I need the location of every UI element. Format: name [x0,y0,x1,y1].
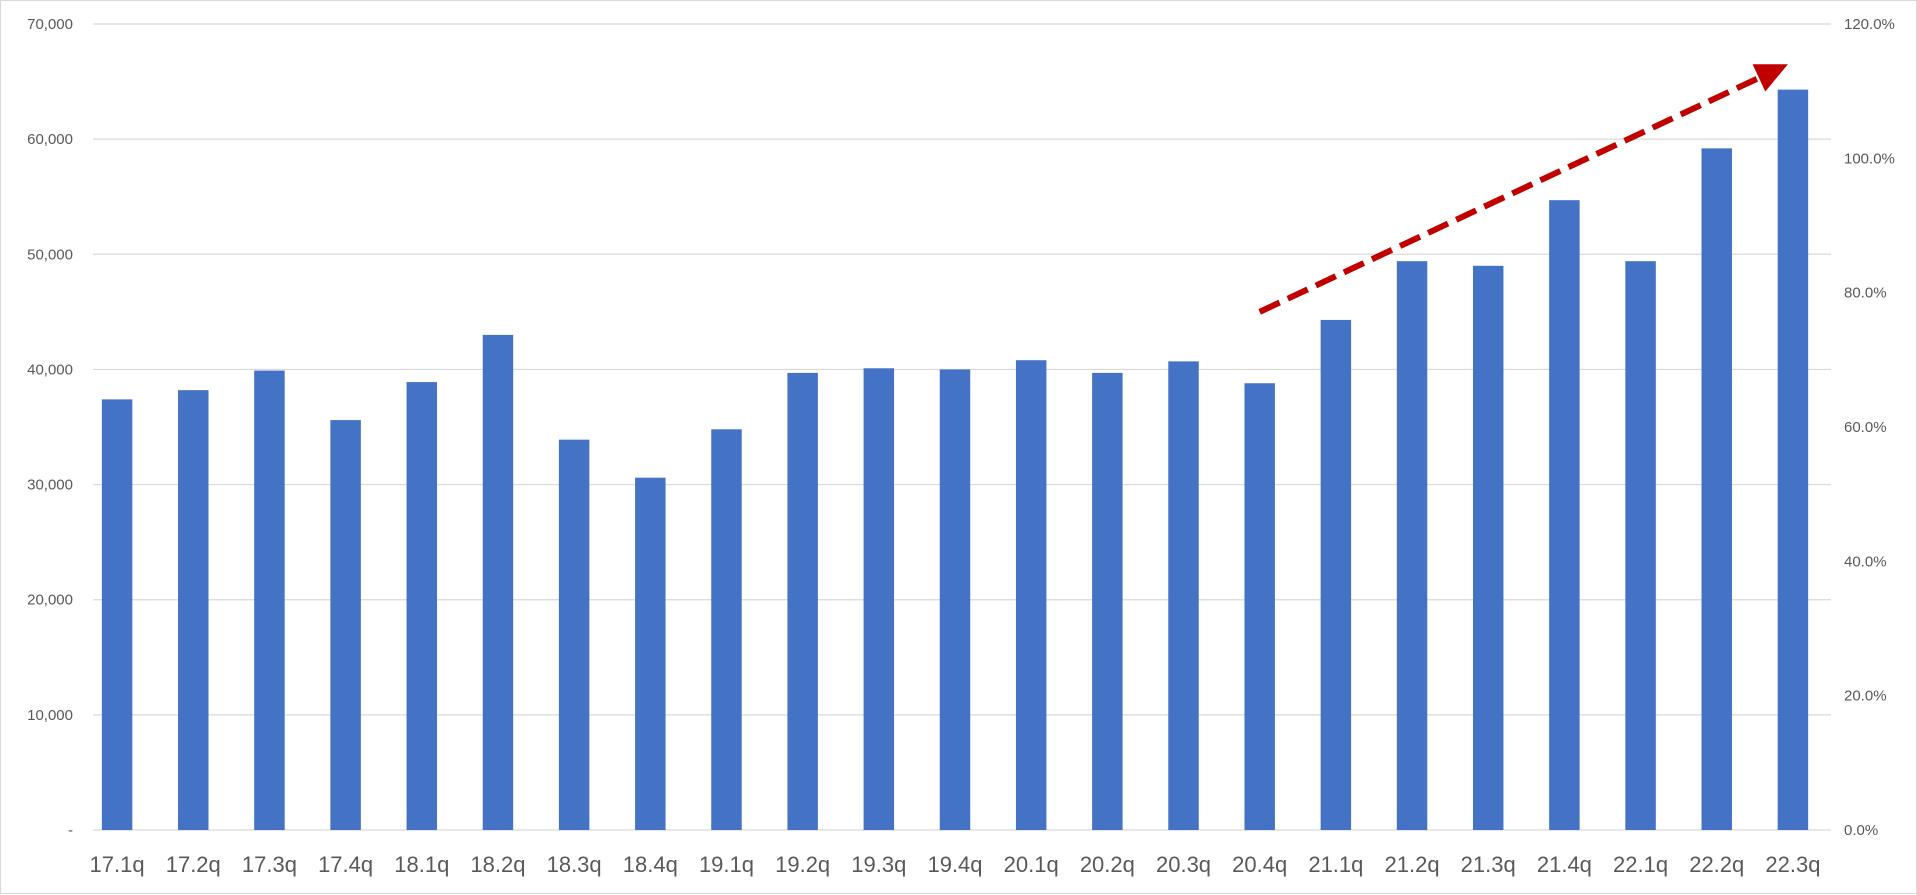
bar-19.3q [863,368,895,830]
category-label: 18.3q [547,852,602,877]
left-axis-tick-label: 10,000 [27,707,73,724]
category-label: 22.2q [1689,852,1744,877]
category-label: 21.1q [1308,852,1363,877]
bar-17.2q [178,390,209,830]
category-label: 17.2q [166,852,221,877]
category-label: 19.4q [927,852,982,877]
category-label: 21.2q [1385,852,1440,877]
bar-18.4q [635,477,666,830]
category-label: 21.4q [1537,852,1592,877]
category-label: 21.3q [1461,852,1516,877]
category-label: 18.1q [394,852,449,877]
category-label: 19.3q [851,852,906,877]
category-label: 18.2q [470,852,525,877]
trend-arrow-shaft [1258,75,1761,315]
bar-20.4q [1244,383,1275,830]
bar-20.2q [1092,372,1123,830]
bar-20.1q [1015,360,1047,830]
right-axis-tick-label: 120.0% [1844,16,1895,33]
right-axis-tick-label: 40.0% [1844,553,1887,570]
category-label: 18.4q [623,852,678,877]
category-label: 19.2q [775,852,830,877]
right-axis-tick-label: 0.0% [1844,822,1878,839]
category-label: 20.2q [1080,852,1135,877]
left-axis-ticks: - 10,000 20,000 30,000 40,000 50,000 60,000 70,… [27,16,73,839]
bar-21.2q [1396,261,1428,830]
bar-18.3q [558,439,590,830]
left-axis-tick-label: 60,000 [27,131,73,148]
bar-19.1q [711,429,742,830]
right-axis-tick-label: 20.0% [1844,688,1887,705]
left-axis-tick-label: - [68,822,73,839]
category-label: 20.3q [1156,852,1211,877]
left-axis-tick-label: 20,000 [27,592,73,609]
left-axis-tick-label: 40,000 [27,361,73,378]
category-label: 20.4q [1232,852,1287,877]
category-axis-labels: 17.1q 17.2q 17.3q 17.4q 18.1q 18.2q 18.3q 18.4q… [90,852,1821,877]
category-label: 17.1q [90,852,145,877]
bar-20.3q [1168,361,1199,830]
bar-22.3q [1777,89,1809,831]
bar-series [101,89,1809,831]
right-axis-ticks: 0.0% 20.0% 40.0% 60.0% 80.0% 100.0% 120.0% [1844,16,1895,839]
bar-19.2q [787,372,818,830]
right-axis-tick-label: 60.0% [1844,419,1887,436]
bar-22.2q [1701,148,1732,831]
trend-arrow [1258,64,1788,315]
right-axis-tick-label: 80.0% [1844,285,1887,302]
category-label: 17.4q [318,852,373,877]
bar-22.1q [1625,261,1656,830]
bar-17.1q [101,399,133,830]
category-label: 19.1q [699,852,754,877]
bar-18.2q [482,334,514,830]
bar-21.4q [1549,200,1580,830]
category-label: 17.3q [242,852,297,877]
category-label: 22.3q [1765,852,1820,877]
category-label: 22.1q [1613,852,1668,877]
bar-18.1q [406,382,438,830]
bar-17.4q [330,420,361,830]
trend-arrow-head [1752,64,1788,92]
bar-19.4q [939,369,971,830]
bar-21.1q [1320,319,1352,830]
left-axis-tick-label: 30,000 [27,477,73,494]
left-axis-tick-label: 70,000 [27,16,73,33]
left-axis-tick-label: 50,000 [27,246,73,263]
right-axis-tick-label: 100.0% [1844,150,1895,167]
category-label: 20.1q [1004,852,1059,877]
bar-21.3q [1472,265,1504,830]
bar-17.3q [254,370,285,830]
